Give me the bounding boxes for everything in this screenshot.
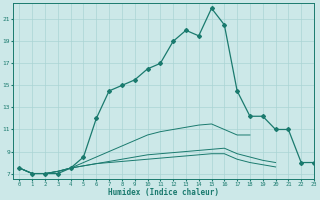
X-axis label: Humidex (Indice chaleur): Humidex (Indice chaleur)	[108, 188, 219, 197]
